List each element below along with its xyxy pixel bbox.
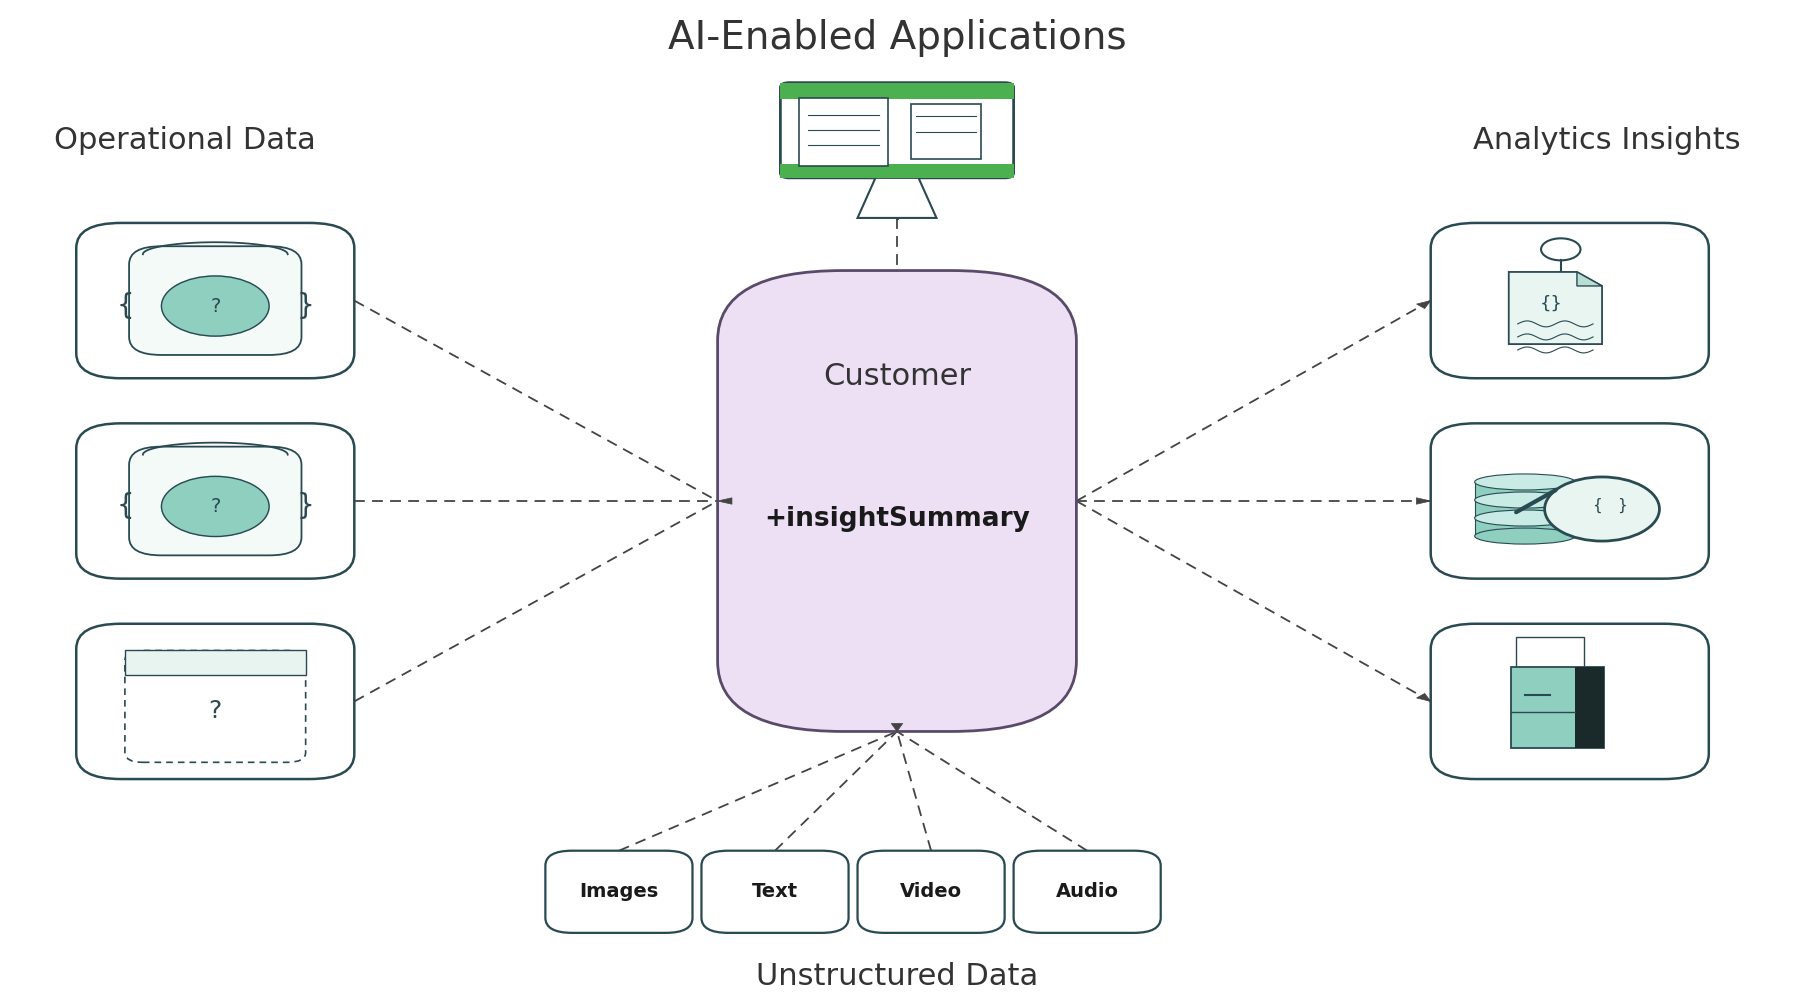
FancyBboxPatch shape bbox=[545, 851, 692, 933]
Polygon shape bbox=[1475, 500, 1575, 518]
FancyBboxPatch shape bbox=[701, 851, 849, 933]
Polygon shape bbox=[1577, 272, 1602, 286]
Polygon shape bbox=[858, 178, 936, 218]
Ellipse shape bbox=[1475, 474, 1575, 490]
Text: ?: ? bbox=[210, 497, 221, 516]
Text: Audio: Audio bbox=[1055, 883, 1119, 901]
Text: ?: ? bbox=[208, 699, 222, 723]
Polygon shape bbox=[718, 498, 732, 504]
Polygon shape bbox=[1475, 482, 1575, 500]
FancyBboxPatch shape bbox=[129, 447, 301, 555]
FancyBboxPatch shape bbox=[858, 851, 1005, 933]
Text: Unstructured Data: Unstructured Data bbox=[755, 963, 1039, 991]
FancyBboxPatch shape bbox=[780, 83, 1014, 178]
Text: Analytics Insights: Analytics Insights bbox=[1473, 126, 1740, 154]
Circle shape bbox=[161, 276, 269, 336]
Ellipse shape bbox=[1475, 510, 1575, 526]
Text: }: } bbox=[296, 292, 314, 320]
FancyBboxPatch shape bbox=[1430, 223, 1708, 379]
Polygon shape bbox=[1511, 667, 1604, 747]
FancyBboxPatch shape bbox=[1516, 637, 1584, 672]
Polygon shape bbox=[1415, 498, 1430, 504]
FancyBboxPatch shape bbox=[129, 246, 301, 355]
FancyBboxPatch shape bbox=[77, 623, 353, 780]
Ellipse shape bbox=[1475, 492, 1575, 508]
Text: {}: {} bbox=[1539, 295, 1563, 313]
Polygon shape bbox=[1475, 518, 1575, 536]
FancyBboxPatch shape bbox=[911, 103, 981, 159]
Text: }: } bbox=[1616, 497, 1627, 513]
Text: AI-Enabled Applications: AI-Enabled Applications bbox=[667, 19, 1127, 57]
FancyBboxPatch shape bbox=[77, 424, 353, 579]
Text: Operational Data: Operational Data bbox=[54, 126, 316, 154]
FancyBboxPatch shape bbox=[798, 98, 888, 166]
Text: Images: Images bbox=[579, 883, 658, 901]
Text: {: { bbox=[117, 492, 135, 520]
FancyBboxPatch shape bbox=[1430, 424, 1708, 579]
FancyBboxPatch shape bbox=[126, 650, 305, 675]
FancyBboxPatch shape bbox=[1430, 623, 1708, 780]
FancyBboxPatch shape bbox=[77, 223, 353, 379]
Text: Text: Text bbox=[752, 883, 798, 901]
Text: {: { bbox=[117, 292, 135, 320]
Text: ?: ? bbox=[210, 297, 221, 316]
Polygon shape bbox=[1575, 667, 1604, 747]
Text: }: } bbox=[296, 492, 314, 520]
Circle shape bbox=[1545, 477, 1659, 541]
Polygon shape bbox=[1417, 301, 1430, 309]
Text: Customer: Customer bbox=[823, 362, 971, 391]
Polygon shape bbox=[892, 723, 902, 731]
Text: Video: Video bbox=[901, 883, 962, 901]
FancyBboxPatch shape bbox=[780, 164, 1014, 178]
Ellipse shape bbox=[1475, 528, 1575, 544]
Text: +insightSummary: +insightSummary bbox=[764, 506, 1030, 532]
FancyBboxPatch shape bbox=[1014, 851, 1161, 933]
Text: {: { bbox=[1591, 497, 1602, 513]
FancyBboxPatch shape bbox=[126, 650, 305, 763]
Polygon shape bbox=[1509, 272, 1602, 344]
FancyBboxPatch shape bbox=[718, 271, 1076, 731]
FancyBboxPatch shape bbox=[780, 83, 1014, 99]
Circle shape bbox=[161, 476, 269, 536]
Polygon shape bbox=[1417, 693, 1430, 701]
